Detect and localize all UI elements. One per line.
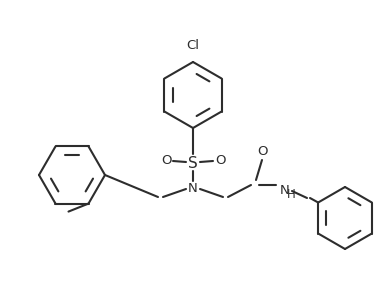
Text: N: N <box>280 183 290 197</box>
Text: S: S <box>188 156 198 171</box>
Text: O: O <box>215 154 225 168</box>
Text: O: O <box>161 154 171 168</box>
Text: H: H <box>287 188 295 202</box>
Text: Cl: Cl <box>186 39 200 52</box>
Text: O: O <box>257 145 267 158</box>
Text: N: N <box>188 183 198 195</box>
